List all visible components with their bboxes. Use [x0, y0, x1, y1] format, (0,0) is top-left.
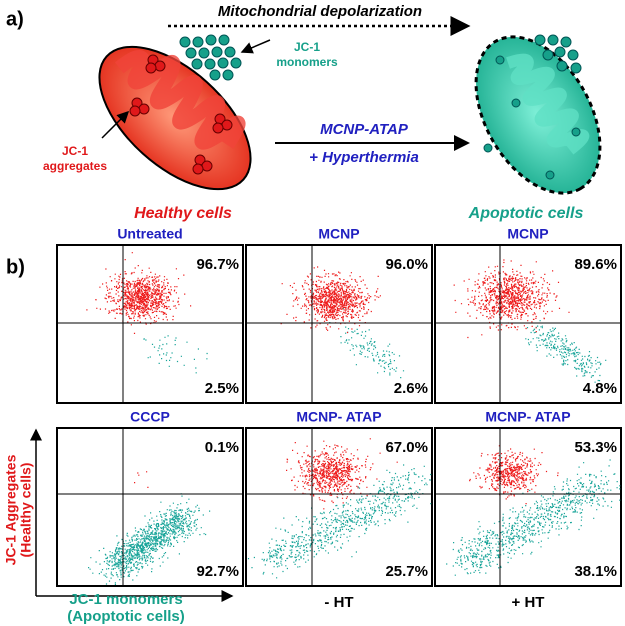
teal-events — [143, 335, 208, 374]
upper-percent: 89.6% — [574, 256, 617, 273]
plot-title: MCNP — [318, 226, 359, 242]
treatment-label: + Hyperthermia — [309, 149, 419, 166]
plot-frame — [56, 427, 244, 587]
teal-events — [446, 459, 621, 576]
plot-title: MCNP — [507, 226, 548, 242]
plot-title: MCNP- ATAP — [485, 409, 570, 425]
lower-percent: 2.5% — [205, 380, 239, 397]
plot-frame — [434, 244, 622, 404]
red-events — [286, 438, 398, 510]
y-axis-label: (Healthy cells) — [18, 463, 34, 558]
upper-percent: 53.3% — [574, 439, 617, 456]
aggregates-label: JC-1 — [62, 144, 88, 158]
upper-percent: 96.0% — [385, 256, 428, 273]
monomer-dots — [483, 34, 582, 180]
upper-percent: 96.7% — [196, 256, 239, 273]
y-axis-label: JC-1 Aggregates — [3, 454, 19, 565]
red-events — [86, 252, 192, 334]
healthy-label: Healthy cells — [134, 205, 232, 222]
arrow-label: Mitochondrial depolarization — [218, 3, 422, 20]
teal-events — [247, 464, 432, 579]
lower-percent: 4.8% — [583, 380, 617, 397]
condition-label: + HT — [512, 594, 545, 611]
lower-percent: 92.7% — [196, 563, 239, 580]
red-events — [134, 471, 149, 488]
plot-title: CCCP — [130, 409, 170, 425]
teal-events — [329, 308, 405, 379]
x-axis-label: (Apoptotic cells) — [67, 608, 185, 625]
apoptotic-label: Apoptotic cells — [468, 205, 584, 222]
monomer-dots — [179, 34, 242, 81]
red-events — [453, 259, 570, 339]
teal-events — [88, 493, 211, 585]
lower-percent: 38.1% — [574, 563, 617, 580]
panel-label: a) — [6, 8, 24, 30]
lower-percent: 2.6% — [394, 380, 428, 397]
upper-percent: 0.1% — [205, 439, 239, 456]
treatment-label: MCNP-ATAP — [320, 121, 409, 138]
monomers-label: JC-1 — [294, 40, 320, 54]
apoptotic-mitochondrion — [474, 35, 602, 195]
monomers-label: monomers — [276, 55, 338, 69]
teal-events — [525, 320, 607, 383]
red-events — [280, 266, 381, 334]
aggregates-label: aggregates — [43, 159, 107, 173]
upper-percent: 67.0% — [385, 439, 428, 456]
panel-label: b) — [6, 256, 25, 278]
lower-percent: 25.7% — [385, 563, 428, 580]
plot-frame — [434, 427, 622, 587]
pointer — [101, 110, 130, 139]
plot-title: MCNP- ATAP — [296, 409, 381, 425]
plot-title: Untreated — [117, 226, 182, 242]
plots: Untreated 96.7% 2.5% MCNP 96.0% 2.6% MCNP 89.6%… — [56, 226, 622, 587]
condition-label: - HT — [324, 594, 353, 611]
x-axis-label: JC-1 monomers — [69, 591, 182, 608]
aggregate-dots — [129, 54, 233, 175]
pointer — [240, 39, 271, 54]
plot-frame — [245, 244, 433, 404]
healthy-mitochondrion — [98, 45, 252, 191]
